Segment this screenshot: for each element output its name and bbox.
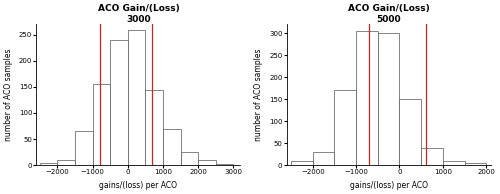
Bar: [464, 163, 486, 165]
Bar: [312, 152, 334, 165]
Bar: [128, 29, 146, 165]
Bar: [334, 90, 356, 165]
Y-axis label: number of ACO samples: number of ACO samples: [4, 48, 13, 141]
Bar: [356, 31, 378, 165]
Bar: [378, 33, 400, 165]
Y-axis label: number of ACO samples: number of ACO samples: [254, 48, 264, 141]
Bar: [400, 99, 421, 165]
Bar: [92, 84, 110, 165]
X-axis label: gains/(loss) per ACO: gains/(loss) per ACO: [350, 181, 428, 190]
Title: ACO Gain/(Loss)
5000: ACO Gain/(Loss) 5000: [348, 4, 430, 23]
Bar: [198, 160, 216, 165]
Bar: [163, 129, 180, 165]
Bar: [58, 160, 75, 165]
Bar: [443, 161, 464, 165]
Bar: [421, 147, 443, 165]
Bar: [110, 40, 128, 165]
Bar: [146, 89, 163, 165]
Bar: [291, 161, 312, 165]
Bar: [216, 164, 234, 165]
Bar: [40, 163, 58, 165]
X-axis label: gains/(loss) per ACO: gains/(loss) per ACO: [100, 181, 178, 190]
Title: ACO Gain/(Loss)
3000: ACO Gain/(Loss) 3000: [98, 4, 180, 23]
Bar: [75, 131, 92, 165]
Bar: [180, 152, 198, 165]
